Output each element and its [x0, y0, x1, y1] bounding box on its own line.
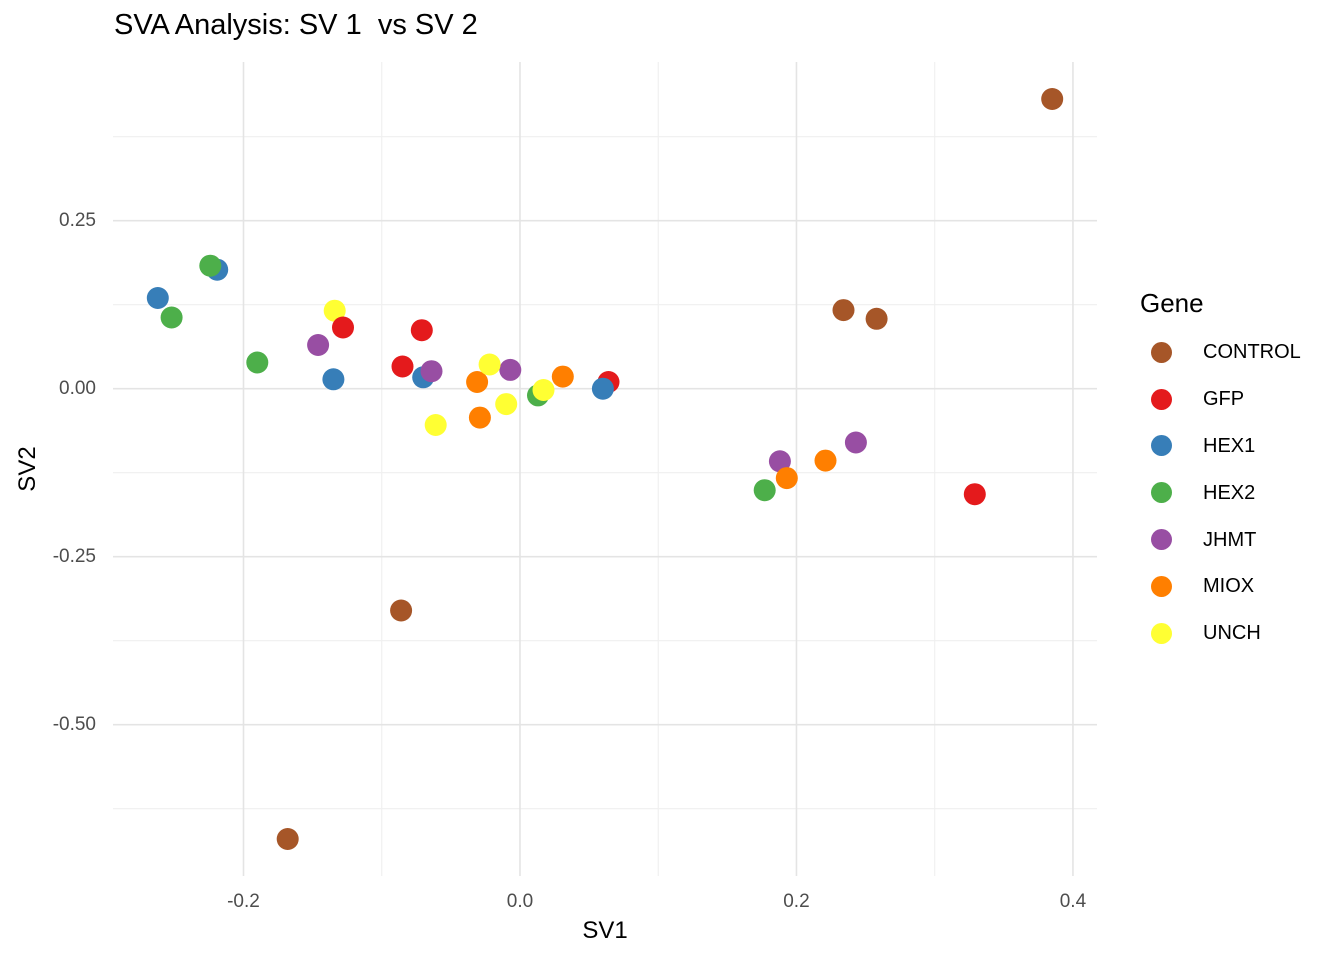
y-tick-label: 0.25 — [59, 209, 96, 231]
data-point-CONTROL — [865, 307, 888, 330]
y-tick-label: -0.50 — [52, 713, 96, 735]
data-point-HEX2 — [160, 306, 183, 329]
data-point-HEX1 — [591, 377, 614, 400]
data-point-HEX1 — [322, 368, 345, 391]
legend-key-icon — [1151, 388, 1172, 410]
legend-item-CONTROL: CONTROL — [1151, 339, 1301, 365]
legend-item-label: GFP — [1203, 388, 1245, 411]
data-point-MIOX — [551, 365, 574, 388]
data-point-MIOX — [814, 449, 837, 472]
gridlines-major — [113, 62, 1097, 876]
legend-item-HEX1: HEX1 — [1151, 433, 1255, 459]
data-point-JHMT — [844, 431, 867, 454]
data-point-JHMT — [420, 360, 443, 383]
data-point-GFP — [963, 483, 986, 506]
data-point-CONTROL — [832, 299, 855, 322]
legend-item-label: HEX2 — [1203, 481, 1256, 504]
data-point-MIOX — [775, 467, 798, 490]
x-tick-label: 0.4 — [1059, 891, 1087, 912]
legend-item-UNCH: UNCH — [1151, 620, 1261, 646]
data-point-GFP — [391, 355, 414, 378]
legend-title: Gene — [1140, 288, 1204, 318]
legend-item-label: CONTROL — [1203, 341, 1301, 364]
plot-title: SVA Analysis: SV 1 vs SV 2 — [114, 9, 478, 41]
data-point-CONTROL — [276, 828, 299, 850]
x-axis-title: SV1 — [582, 917, 628, 944]
gridlines-minor — [113, 62, 1097, 876]
legend-item-MIOX: MIOX — [1151, 573, 1254, 599]
data-point-MIOX — [468, 406, 491, 429]
legend-key-icon — [1151, 575, 1172, 597]
data-point-HEX2 — [246, 351, 269, 374]
x-tick-label: 0.2 — [783, 891, 810, 912]
data-point-MIOX — [466, 371, 489, 393]
legend-item-GFP: GFP — [1151, 386, 1244, 412]
legend-key-icon — [1151, 341, 1172, 363]
data-point-UNCH — [323, 299, 346, 322]
legend-item-label: HEX1 — [1203, 434, 1256, 457]
data-point-JHMT — [307, 334, 330, 356]
data-point-JHMT — [499, 358, 522, 381]
legend-key-icon — [1151, 622, 1172, 644]
data-point-UNCH — [532, 379, 555, 401]
data-point-UNCH — [495, 393, 518, 416]
legend-key-icon — [1151, 529, 1172, 550]
legend-item-label: JHMT — [1203, 528, 1257, 551]
legend-key-icon — [1151, 482, 1172, 504]
legend-item-label: UNCH — [1203, 622, 1261, 645]
data-point-CONTROL — [390, 599, 413, 622]
legend-key-icon — [1151, 435, 1172, 457]
y-axis-title: SV2 — [14, 446, 41, 492]
data-point-UNCH — [478, 353, 501, 376]
data-point-HEX2 — [199, 254, 222, 277]
data-point-HEX2 — [753, 479, 776, 502]
data-point-CONTROL — [1041, 88, 1064, 110]
x-tick-label: -0.2 — [227, 891, 260, 912]
data-point-GFP — [410, 319, 433, 342]
data-point-JHMT — [768, 450, 791, 473]
x-tick-label: 0.0 — [506, 891, 534, 912]
data-point-HEX1 — [146, 287, 169, 309]
y-tick-label: -0.25 — [52, 545, 96, 567]
legend-item-label: MIOX — [1203, 575, 1255, 598]
legend-item-JHMT: JHMT — [1151, 527, 1256, 553]
data-point-GFP — [332, 316, 354, 339]
y-tick-label: 0.00 — [59, 377, 96, 399]
data-point-UNCH — [424, 414, 447, 436]
data-points-layer — [146, 88, 1064, 850]
legend-item-HEX2: HEX2 — [1151, 480, 1255, 506]
